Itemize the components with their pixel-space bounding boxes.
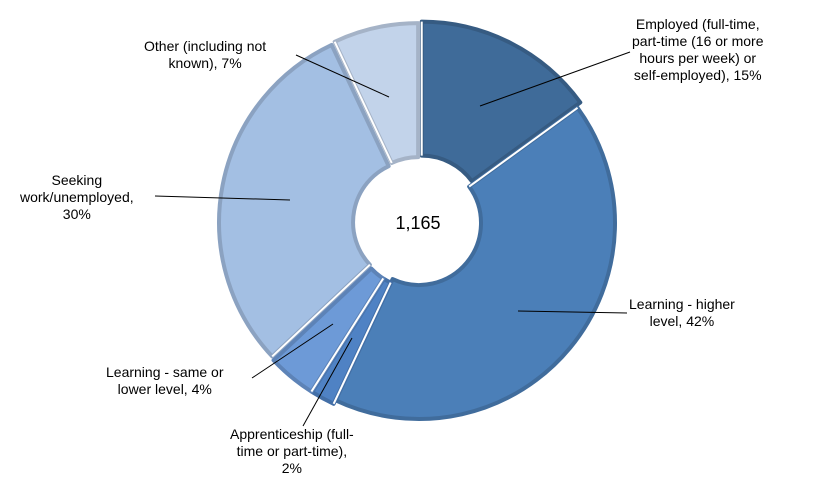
slice-1	[333, 105, 617, 421]
label-seeking-work: Seeking work/unemployed, 30%	[20, 172, 134, 222]
leader-line-1	[517, 310, 628, 314]
slice-4	[217, 42, 391, 359]
leader-line-4	[154, 195, 291, 201]
slice-separator-3	[310, 277, 385, 393]
label-other: Other (including not known), 7%	[144, 38, 267, 71]
slice-0	[419, 19, 583, 184]
label-learning-same-lower: Learning - same or lower level, 4%	[106, 364, 224, 397]
leader-line-5	[295, 54, 390, 98]
slice-5	[332, 21, 421, 165]
leader-line-0	[479, 51, 631, 107]
label-learning-higher: Learning - higher level, 42%	[629, 296, 735, 329]
slice-separator-4	[271, 263, 371, 358]
slice-separator-5	[333, 41, 393, 164]
total-label: 1,165	[395, 213, 441, 233]
slice-separator-1	[468, 106, 579, 188]
slice-3	[271, 266, 386, 394]
slice-separator-2	[332, 282, 392, 405]
leader-line-2	[302, 337, 353, 427]
label-apprenticeship: Apprenticeship (full- time or part-time)…	[230, 426, 354, 476]
leader-line-3	[251, 323, 334, 379]
label-employed: Employed (full-time, part-time (16 or mo…	[632, 16, 764, 83]
